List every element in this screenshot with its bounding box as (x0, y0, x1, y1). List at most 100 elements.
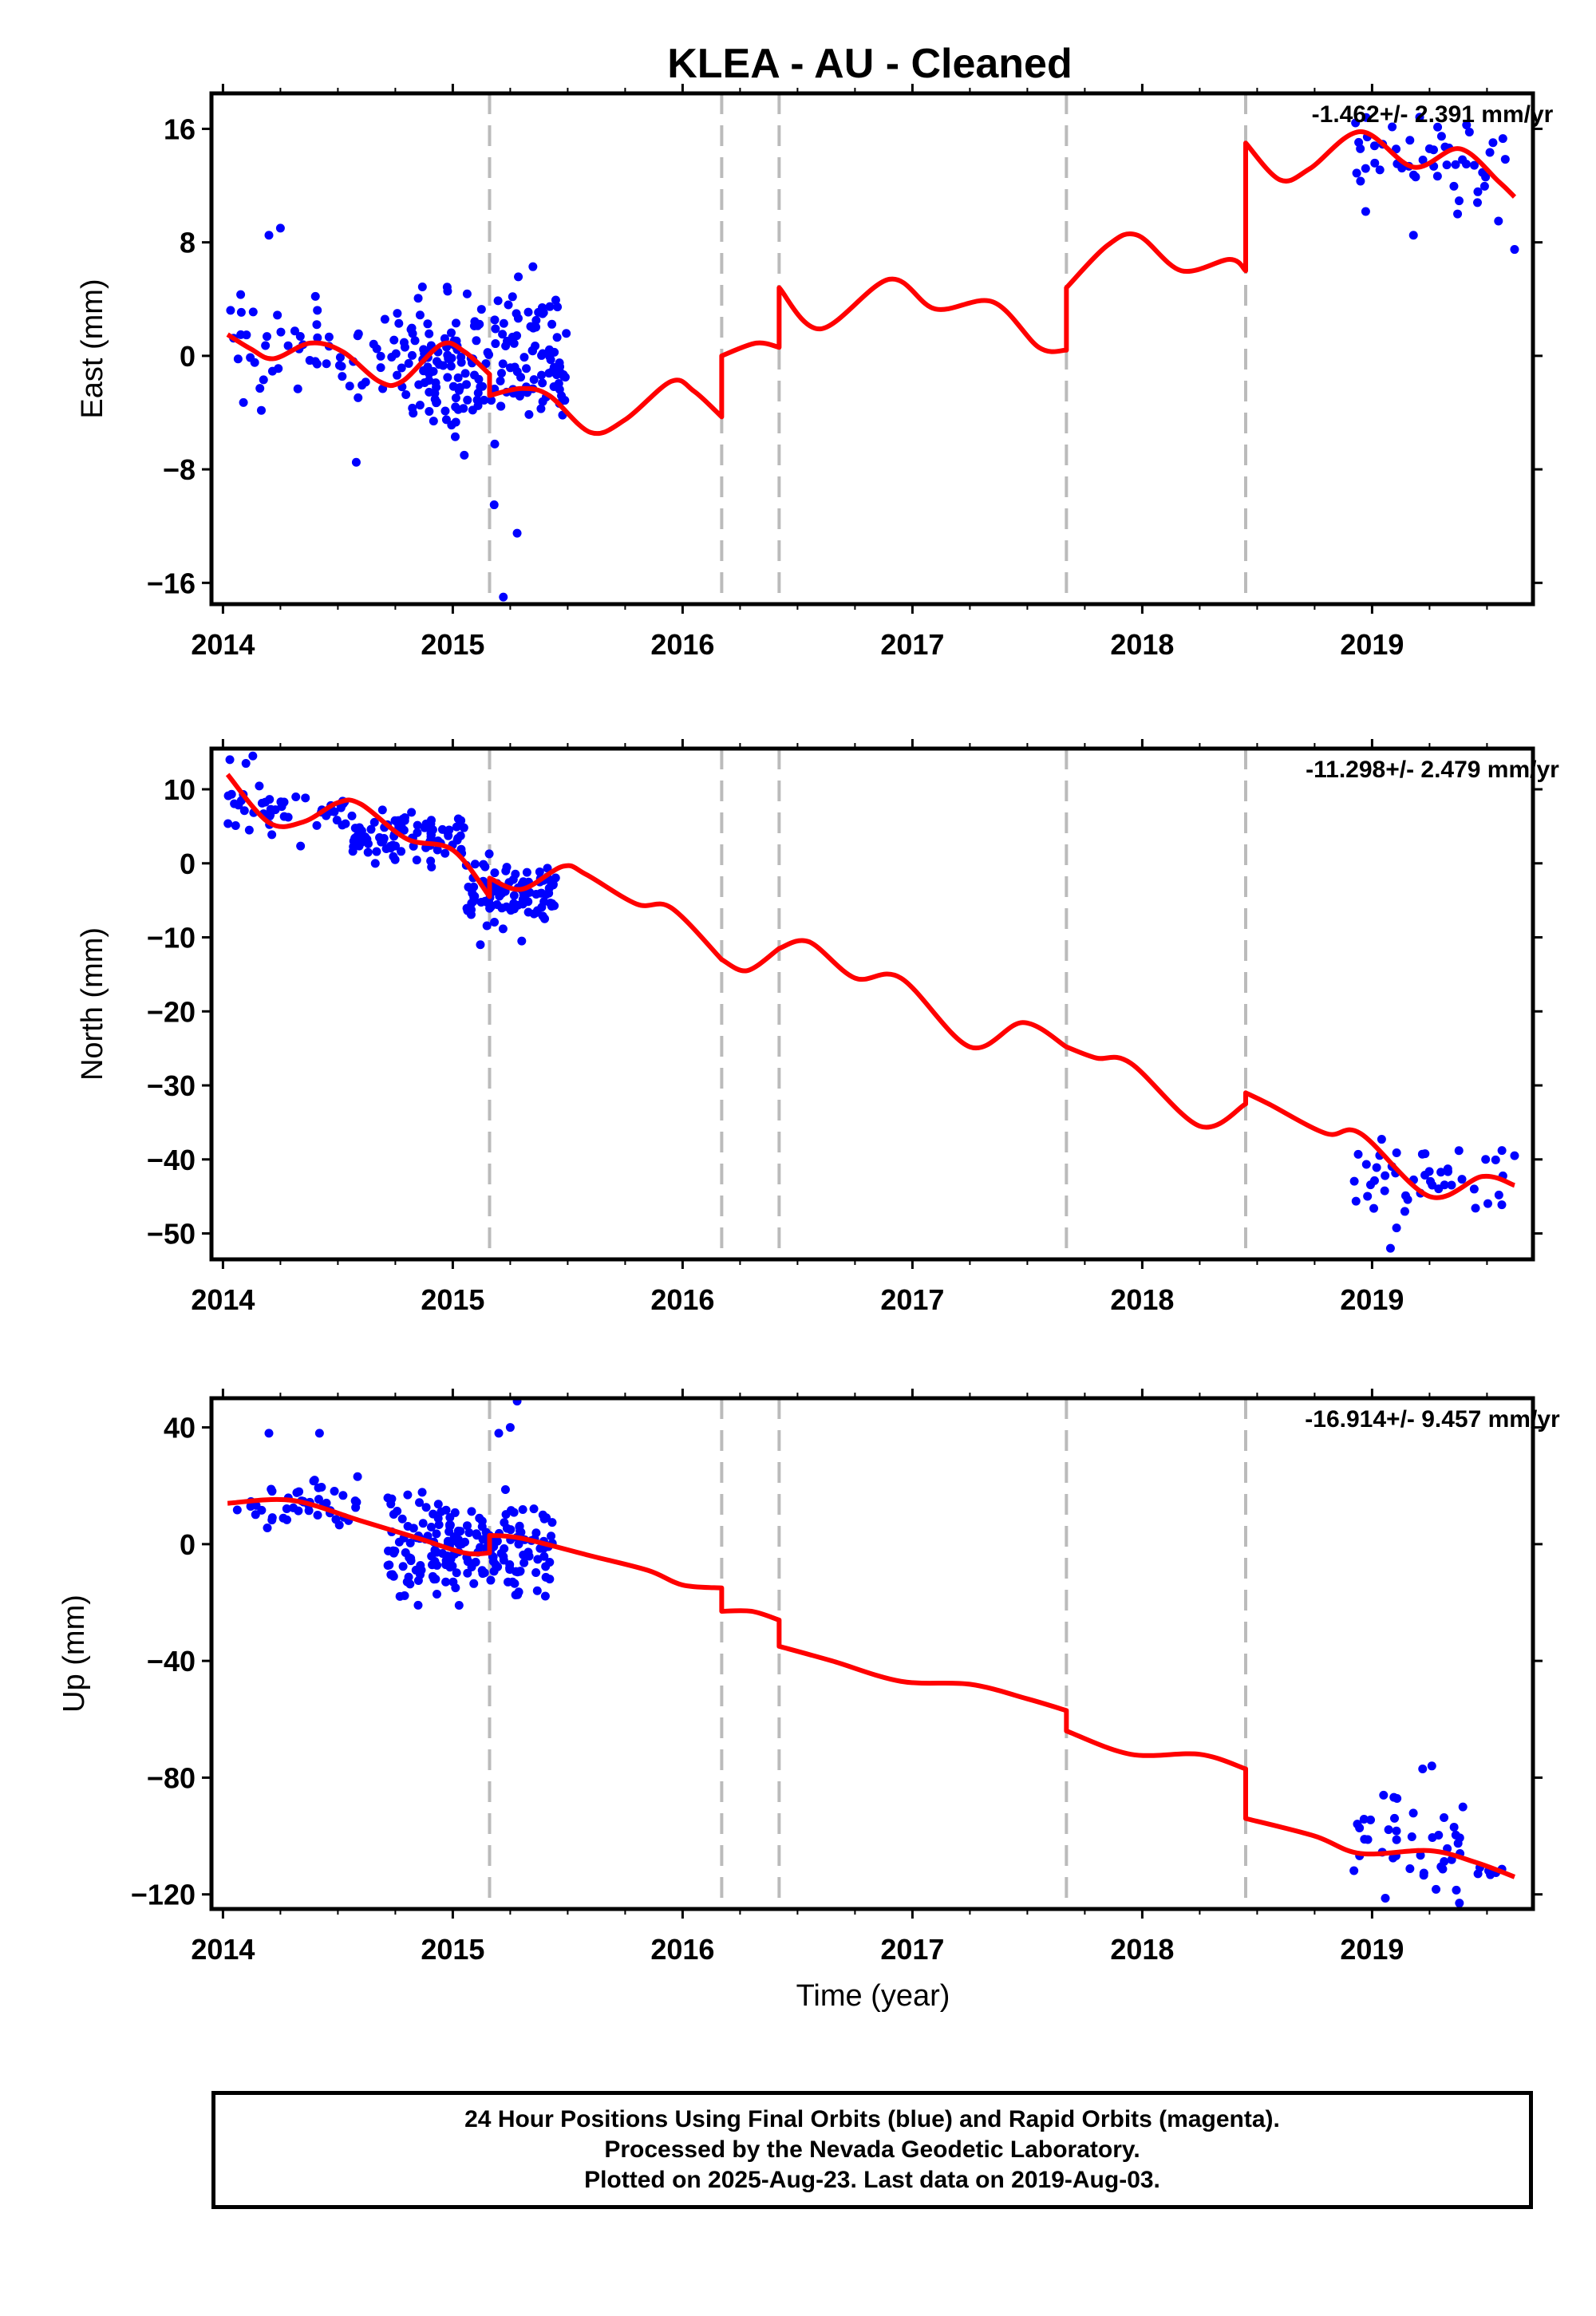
east-observation-point (351, 457, 361, 467)
east-y-tick-label: 16 (164, 113, 196, 145)
up-observation-point (401, 1547, 410, 1557)
east-observation-point (408, 403, 417, 413)
up-observation-point (437, 1507, 446, 1516)
east-observation-point (397, 363, 406, 373)
north-observation-point (544, 888, 554, 898)
up-observation-point (441, 1577, 451, 1587)
north-observation-point (223, 791, 233, 800)
north-observation-point (1420, 1170, 1430, 1180)
up-observation-point (463, 1568, 472, 1578)
north-observation-point (1372, 1163, 1381, 1172)
east-observation-point (393, 309, 402, 318)
north-observation-point (1403, 1195, 1412, 1204)
north-observation-point (502, 863, 512, 872)
north-observation-point (509, 904, 519, 914)
east-observation-point (555, 358, 564, 368)
north-observation-point (391, 841, 401, 851)
east-observation-point (1464, 127, 1474, 136)
north-observation-point (1400, 1207, 1409, 1216)
up-observation-point (442, 1551, 452, 1561)
up-observation-point (351, 1503, 361, 1512)
up-observation-point (292, 1488, 302, 1497)
up-observation-point (469, 1579, 479, 1588)
north-observation-point (255, 781, 264, 791)
up-observation-point (426, 1523, 436, 1532)
up-observation-point (314, 1429, 324, 1438)
north-observation-point (239, 806, 249, 816)
east-observation-point (1369, 141, 1379, 151)
east-observation-point (290, 326, 299, 336)
north-observation-point (543, 864, 552, 873)
north-observation-point (241, 759, 251, 769)
north-observation-point (452, 822, 461, 832)
east-observation-point (250, 358, 259, 367)
east-observation-point (429, 417, 438, 426)
north-y-tick-label: −10 (147, 922, 196, 954)
east-observation-point (544, 369, 554, 378)
up-observation-point (264, 1429, 274, 1438)
up-y-tick-label: 0 (180, 1528, 196, 1561)
north-observation-point (426, 820, 436, 829)
east-observation-point (1453, 209, 1463, 219)
east-observation-point (376, 351, 385, 361)
east-observation-point (1352, 168, 1361, 178)
up-observation-point (383, 1493, 393, 1503)
north-observation-point (413, 820, 422, 830)
north-observation-point (498, 924, 508, 934)
north-observation-point (265, 795, 275, 804)
north-x-tick-label: 2015 (421, 1283, 484, 1316)
north-observation-point (433, 845, 442, 855)
east-observation-point (1428, 145, 1438, 155)
up-observation-point (403, 1490, 413, 1500)
up-observation-point (545, 1575, 555, 1584)
up-observation-point (393, 1506, 402, 1516)
north-observation-point (508, 875, 518, 884)
up-x-tick-label: 2015 (421, 1933, 484, 1966)
east-observation-point (313, 306, 322, 315)
north-observation-point (354, 841, 364, 851)
up-observation-point (353, 1472, 362, 1481)
up-y-tick-label: −40 (147, 1645, 196, 1678)
east-observation-point (434, 360, 444, 370)
east-observation-point (1510, 245, 1519, 255)
north-observation-point (1420, 1149, 1430, 1159)
east-observation-point (552, 370, 562, 380)
up-observation-point (413, 1576, 423, 1586)
east-observation-point (512, 309, 521, 318)
north-observation-point (291, 792, 301, 801)
east-observation-point (1354, 137, 1364, 147)
east-observation-point (504, 300, 513, 310)
north-x-tick-label: 2018 (1110, 1283, 1174, 1316)
north-observation-point (296, 841, 306, 851)
east-observation-point (376, 363, 385, 373)
east-observation-point (1469, 160, 1479, 170)
north-observation-point (330, 807, 339, 816)
east-observation-point (1418, 155, 1428, 164)
east-x-tick-label: 2016 (650, 628, 714, 661)
east-observation-point (283, 341, 293, 350)
up-observation-point (257, 1505, 267, 1515)
up-observation-point (406, 1554, 416, 1563)
footer-line-3: Plotted on 2025-Aug-23. Last data on 201… (584, 2167, 1160, 2193)
up-observation-point (494, 1429, 504, 1438)
east-observation-point (491, 324, 500, 334)
north-observation-point (1380, 1186, 1389, 1196)
north-y-tick-label: −20 (147, 995, 196, 1028)
up-observation-point (397, 1514, 407, 1524)
east-observation-point (536, 404, 546, 413)
north-observation-point (502, 902, 512, 911)
east-observation-point (1411, 172, 1420, 182)
east-observation-point (487, 396, 496, 405)
up-observation-point (533, 1555, 543, 1564)
north-observation-point (332, 816, 342, 825)
east-observation-point (451, 417, 460, 427)
up-panel: 2014 2015 2016 2017 2018 2019 −120 −80 −40 0 40 Up … (57, 1389, 1560, 1966)
up-observation-point (331, 1515, 341, 1524)
east-y-tick-label: 0 (180, 340, 196, 373)
east-observation-point (473, 401, 483, 410)
east-observation-point (514, 272, 523, 282)
north-observation-point (467, 899, 476, 908)
east-x-tick-label: 2017 (880, 628, 944, 661)
up-observation-point (405, 1538, 415, 1547)
up-observation-point (1440, 1813, 1449, 1823)
